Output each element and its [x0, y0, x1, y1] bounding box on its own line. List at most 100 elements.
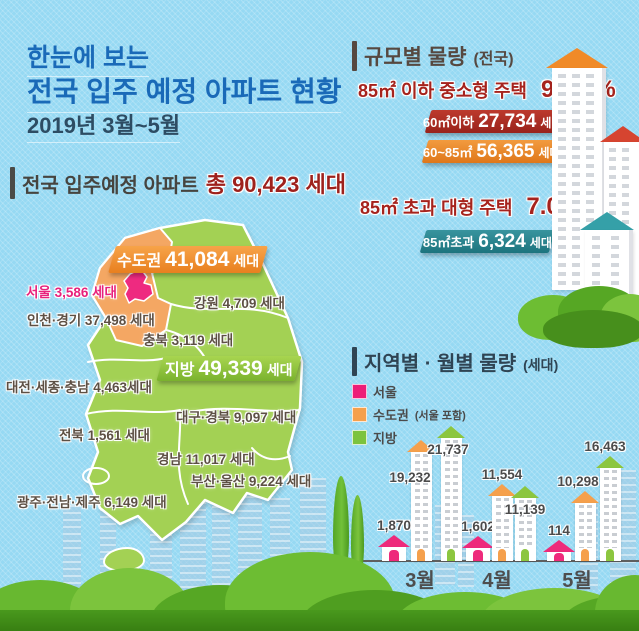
chart-x-axis [356, 560, 639, 562]
provinces-banner-label: 지방 [165, 362, 195, 379]
bar-house-3월 [378, 535, 410, 561]
scale-section-heading: 규모별 물량 (전국) [352, 41, 514, 71]
bar-value-label: 1,870 [377, 518, 411, 533]
main-title-line2: 전국 입주 예정 아파트 현황 [27, 70, 342, 113]
bar-door [473, 550, 483, 561]
banner-under-60: 60㎡이하 27,734 세대 [423, 110, 563, 133]
bar-roof [543, 540, 575, 552]
national-total-value: 총 90,423 세대 [205, 172, 346, 197]
map-label-gangwon: 강원 4,709 세대 [194, 296, 285, 311]
bar-body [574, 503, 596, 561]
bar-value-label: 10,298 [557, 474, 599, 489]
banner-over-85-label: 85㎡초과 [422, 234, 475, 250]
bar-door [521, 549, 529, 561]
bar-door [554, 553, 564, 561]
bar-tower-4월 [488, 484, 517, 561]
bar-body [547, 552, 571, 561]
map-label-seoul: 서울 3,586 세대 [26, 285, 117, 300]
bar-body [440, 438, 462, 561]
bar-roof [378, 535, 410, 547]
capital-region-banner: 수도권 41,084 세대 [108, 246, 268, 273]
map-label-jeonbuk: 전북 1,561 세대 [59, 428, 150, 443]
small-homes-label: 85㎡ 이하 중소형 주택 [358, 81, 527, 101]
map-label-daejeon-sejong-chungnam: 대전·세종·충남 4,463세대 [6, 380, 152, 395]
capital-banner-value: 41,084 [165, 248, 230, 271]
bar-body [491, 496, 513, 561]
monthly-heading-note: (세대) [523, 357, 559, 373]
provinces-banner: 지방 49,339 세대 [156, 356, 302, 381]
legend-label: 지방 [373, 431, 397, 446]
bar-tower-3월 [407, 440, 436, 561]
monthly-section-heading: 지역별 · 월별 물량 (세대) [352, 347, 558, 376]
bar-body [599, 468, 621, 561]
map-label-incheon-gyeonggi: 인천·경기 37,498 세대 [27, 313, 155, 328]
jeju-island [103, 547, 145, 572]
bar-house-5월 [543, 540, 575, 561]
banner-under-60-value: 27,734 [478, 110, 537, 132]
bar-house-4월 [462, 536, 494, 561]
legend-item-seoul: 서울 [352, 382, 466, 401]
map-label-gwangju-jeonnam-jeju: 광주·전남·제주 6,149 세대 [17, 495, 167, 510]
monthly-heading-text: 지역별 · 월별 물량 [364, 353, 517, 375]
x-tick-april: 4월 [482, 570, 512, 592]
bar-roof [596, 456, 624, 468]
bar-value-label: 19,232 [389, 470, 431, 485]
bar-body [410, 452, 432, 561]
legend-swatch-provinces [352, 430, 367, 445]
national-total-heading: 전국 입주예정 아파트 총 90,423 세대 [10, 167, 346, 199]
map-label-gyeongnam: 경남 11,017 세대 [157, 452, 255, 467]
bar-value-label: 16,463 [584, 439, 626, 454]
skyline-building [212, 492, 230, 612]
x-tick-march: 3월 [405, 570, 435, 592]
banner-over-85-suffix: 세대 [529, 235, 553, 250]
bar-body [514, 498, 536, 561]
monthly-chart-plot: 3월 4월 5월 1,870 19,232 21,737 1,602 11,554 11,… [345, 425, 639, 595]
main-title-period: 2019년 3월~5월 [27, 108, 181, 143]
bar-door [581, 549, 589, 561]
scale-heading-note: (전국) [473, 51, 514, 68]
capital-banner-suffix: 세대 [233, 253, 260, 269]
bar-tower-3월 [437, 426, 466, 561]
bar-value-label: 114 [548, 523, 570, 538]
legend-note: (서울 포함) [414, 409, 466, 422]
building-roof-red [600, 126, 639, 142]
bar-door [447, 549, 455, 561]
x-tick-may: 5월 [562, 570, 592, 592]
bar-roof [407, 440, 435, 452]
scale-heading-text: 규모별 물량 [364, 46, 467, 69]
bar-tower-4월 [511, 486, 540, 561]
bar-body [382, 547, 406, 561]
banner-over-85: 85㎡초과 6,324 세대 [419, 230, 556, 253]
map-seoul-region [123, 268, 154, 304]
provinces-banner-value: 49,339 [198, 357, 263, 380]
bar-roof [437, 426, 465, 438]
banner-under-60-label: 60㎡이하 [423, 114, 475, 130]
bush-decoration [543, 310, 639, 348]
bar-door [498, 549, 506, 561]
legend-swatch-capital [352, 407, 367, 422]
bar-tower-5월 [571, 491, 600, 561]
legend-label: 서울 [373, 385, 397, 400]
large-homes-stat: 85㎡ 초과 대형 주택 7.0% [360, 193, 581, 221]
banner-over-85-value: 6,324 [478, 230, 526, 252]
map-label-busan-ulsan: 부산·울산 9,224 세대 [191, 474, 312, 489]
bar-value-label: 11,139 [504, 502, 546, 517]
bar-door [417, 549, 425, 561]
map-label-chungbuk: 충북 3,119 세대 [143, 333, 234, 348]
bar-value-label: 21,737 [427, 442, 469, 457]
map-label-daegu-gyeongbuk: 대구·경북 9,097 세대 [176, 410, 297, 425]
ground-strip [0, 610, 639, 631]
banner-60-85-label: 60~85㎡ [423, 144, 473, 160]
heading-bar [10, 167, 15, 199]
banner-60-85: 60~85㎡ 56,365 세대 [421, 140, 563, 163]
bar-body [466, 548, 490, 561]
bar-roof [571, 491, 599, 503]
national-total-label: 전국 입주예정 아파트 [22, 175, 199, 197]
provinces-banner-suffix: 세대 [266, 362, 293, 378]
main-title-line1: 한눈에 보는 [27, 38, 149, 77]
legend-item-capital: 수도권 (서울 포함) [352, 405, 466, 424]
banner-60-85-value: 56,365 [476, 140, 535, 162]
heading-bar [352, 347, 357, 376]
bar-door [606, 549, 614, 561]
